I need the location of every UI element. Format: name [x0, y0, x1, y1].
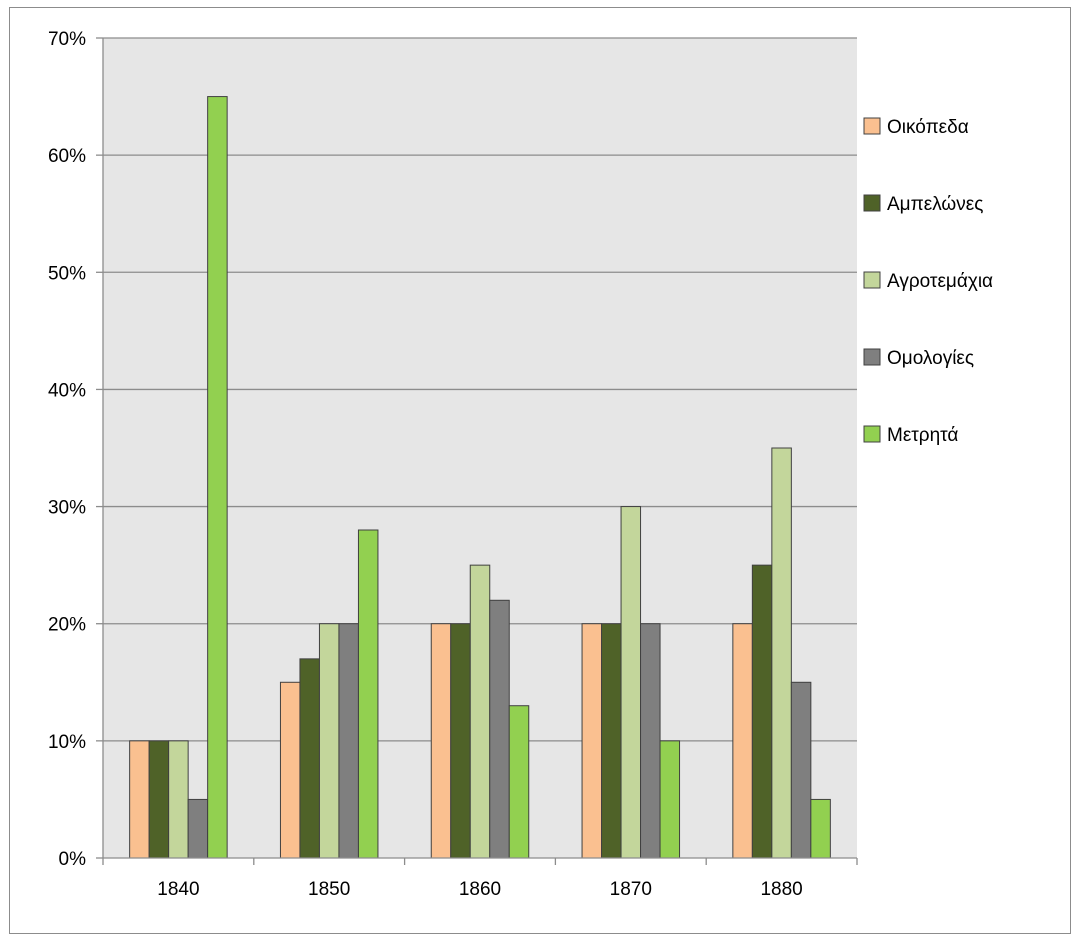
- bar: [810, 798, 831, 859]
- legend-label: Αμπελώνες: [887, 194, 983, 215]
- bar: [732, 623, 753, 859]
- bar: [299, 658, 320, 859]
- bar: [581, 623, 603, 859]
- bar: [187, 798, 209, 859]
- bar: [338, 623, 359, 859]
- x-tick-label: 1850: [308, 879, 350, 900]
- bar: [508, 705, 530, 859]
- legend-label: Οικόπεδα: [887, 117, 969, 138]
- x-tick-label: 1860: [459, 879, 501, 900]
- bar: [279, 681, 301, 859]
- x-tick-label: 1880: [760, 879, 802, 900]
- y-tick-label: 70%: [48, 29, 86, 50]
- bar: [318, 623, 340, 859]
- bar: [489, 599, 510, 859]
- bars: [129, 96, 831, 859]
- y-tick-label: 10%: [48, 732, 86, 753]
- legend-label: Αγροτεμάχια: [887, 271, 993, 292]
- y-tick-label: 50%: [48, 263, 86, 284]
- bar: [168, 740, 189, 859]
- bar: [469, 564, 491, 859]
- bar: [659, 740, 681, 859]
- bar: [601, 623, 622, 859]
- legend-label: Ομολογίες: [887, 348, 974, 369]
- y-tick-label: 30%: [48, 498, 86, 519]
- bar: [790, 681, 812, 859]
- legend-swatch: [863, 425, 881, 443]
- bar: [620, 506, 642, 859]
- legend-swatch: [863, 348, 881, 366]
- bar: [751, 564, 773, 859]
- bar: [357, 529, 379, 859]
- bar: [129, 740, 150, 859]
- y-tick-label: 0%: [59, 849, 87, 870]
- gridlines: [103, 37, 857, 742]
- y-tick-label: 60%: [48, 146, 86, 167]
- legend-swatch: [863, 194, 881, 212]
- legend-swatch: [863, 271, 881, 289]
- y-tick-label: 20%: [48, 615, 86, 636]
- x-tick-label: 1870: [610, 879, 652, 900]
- x-axis-tick-labels: 1840 1850 1860 1870 1880: [157, 879, 802, 900]
- bar: [640, 623, 661, 859]
- y-axis-tick-labels: 0% 10% 20% 30% 40% 50% 60% 70%: [48, 29, 86, 870]
- x-tick-label: 1840: [157, 879, 199, 900]
- bar: [207, 96, 228, 859]
- bar: [771, 447, 792, 859]
- axes: [96, 37, 858, 865]
- bar: [450, 623, 471, 859]
- legend-swatch: [863, 117, 881, 135]
- bar: [148, 740, 170, 859]
- bar: [430, 623, 452, 859]
- legend-label: Μετρητά: [887, 425, 958, 446]
- y-tick-label: 40%: [48, 380, 86, 401]
- legend: Οικόπεδα Αμπελώνες Αγροτεμάχια Ομολογίες Μετ…: [863, 117, 993, 446]
